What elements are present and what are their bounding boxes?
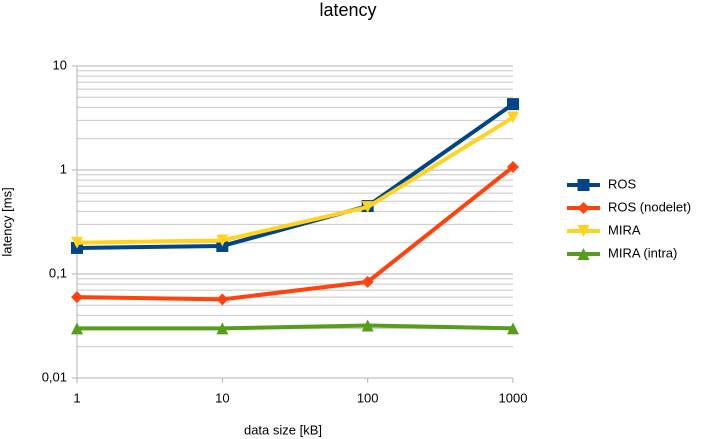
marker bbox=[507, 160, 519, 173]
x-axis-label: data size [kB] bbox=[244, 422, 322, 437]
y-tick-label: 10 bbox=[53, 57, 67, 72]
marker bbox=[507, 322, 519, 335]
x-tick-label: 10 bbox=[215, 390, 229, 405]
marker bbox=[216, 322, 229, 335]
legend-label: ROS (nodelet) bbox=[608, 199, 691, 214]
marker bbox=[507, 98, 519, 111]
marker bbox=[507, 111, 519, 124]
marker bbox=[361, 275, 374, 288]
marker bbox=[71, 236, 83, 249]
legend-marker bbox=[577, 248, 590, 260]
legend-label: MIRA (intra) bbox=[608, 245, 677, 260]
x-tick-label: 100 bbox=[357, 390, 379, 405]
legend-label: ROS bbox=[608, 176, 637, 191]
marker bbox=[361, 201, 374, 214]
series-line bbox=[76, 102, 515, 250]
series-line bbox=[76, 115, 515, 245]
legend-marker bbox=[577, 179, 590, 191]
marker bbox=[216, 293, 229, 306]
legend-label: MIRA bbox=[608, 222, 641, 237]
y-tick-label: 1 bbox=[60, 161, 67, 176]
y-tick-label: 0,1 bbox=[49, 265, 67, 280]
marker bbox=[71, 322, 83, 335]
legend-marker bbox=[577, 225, 590, 237]
y-axis-label: latency [ms] bbox=[0, 187, 14, 256]
x-tick-label: 1000 bbox=[499, 390, 528, 405]
chart-title: latency bbox=[319, 0, 376, 20]
series-line bbox=[77, 323, 514, 331]
marker bbox=[361, 319, 374, 332]
marker bbox=[71, 291, 83, 304]
series-line bbox=[76, 165, 515, 302]
legend-marker bbox=[577, 202, 590, 214]
y-tick-label: 0,01 bbox=[42, 369, 67, 384]
marker bbox=[216, 234, 229, 247]
x-tick-label: 1 bbox=[73, 390, 80, 405]
